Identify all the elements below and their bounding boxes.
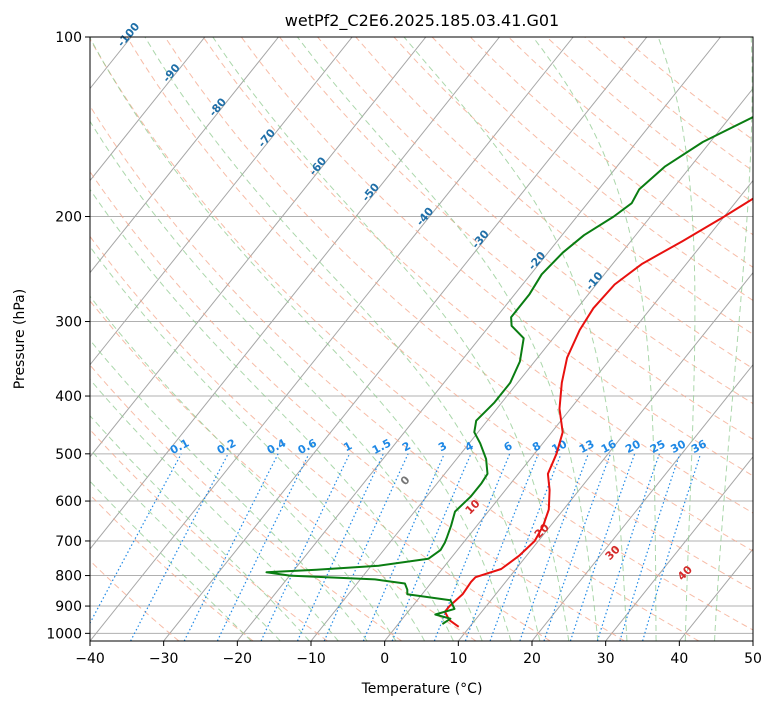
dry-adiabat-line bbox=[90, 170, 625, 641]
x-axis-ticks: −40 −30 −20 −10 0 10 20 30 40 50 bbox=[75, 641, 762, 667]
moist-adiabat-line bbox=[90, 339, 368, 641]
dry-adiabat-line bbox=[90, 300, 477, 641]
moist-adiabat-line bbox=[144, 37, 541, 641]
y-tick-label: 200 bbox=[55, 210, 82, 226]
x-tick-label: 40 bbox=[670, 651, 688, 667]
moist-adiabat-line bbox=[90, 378, 339, 641]
isotherm-line bbox=[90, 37, 427, 458]
mixing-ratio-line bbox=[216, 453, 310, 641]
dry-adiabat-line bbox=[90, 235, 551, 641]
x-tick-label: 50 bbox=[744, 651, 762, 667]
plot-frame bbox=[89, 36, 754, 642]
moist-adiabat-line bbox=[90, 295, 397, 641]
moist-adiabat-line bbox=[90, 480, 252, 641]
y-axis-ticks: 100 200 300 400 500 600 700 800 900 1000 bbox=[46, 30, 90, 642]
moist-adiabat-line bbox=[90, 120, 483, 641]
pressure-grid bbox=[90, 37, 753, 634]
moist-adiabat-line bbox=[212, 37, 570, 641]
y-tick-label: 500 bbox=[55, 447, 82, 463]
mixing-ratio-line bbox=[596, 453, 660, 641]
mixing-ratio-line bbox=[642, 453, 702, 641]
y-axis-label: Pressure (hPa) bbox=[12, 289, 28, 389]
x-tick-label: −30 bbox=[149, 651, 179, 667]
dry-adiabat-line bbox=[240, 37, 753, 477]
moist-adiabat-line bbox=[90, 37, 512, 641]
isotherm-line bbox=[605, 456, 753, 641]
profile-series bbox=[265, 115, 753, 628]
y-tick-label: 400 bbox=[55, 389, 82, 405]
dry-adiabat-line bbox=[279, 37, 753, 440]
x-tick-label: 30 bbox=[597, 651, 615, 667]
isotherm-line bbox=[163, 37, 648, 641]
moist-adiabat-line bbox=[714, 37, 753, 641]
y-tick-label: 100 bbox=[55, 30, 82, 46]
dry-adiabat-line bbox=[90, 559, 180, 641]
moist-adiabats bbox=[90, 37, 753, 641]
mixing-ratio-label: 30 bbox=[668, 437, 688, 456]
y-tick-label: 300 bbox=[55, 315, 82, 331]
isotherm-line bbox=[90, 37, 279, 274]
isotherm-line bbox=[752, 640, 753, 641]
x-axis-label: Temperature (°C) bbox=[361, 681, 483, 697]
x-tick-label: 0 bbox=[380, 651, 389, 667]
mixing-ratio-line bbox=[619, 453, 681, 641]
moist-adiabat-line bbox=[297, 37, 599, 641]
dry-adiabat-line bbox=[90, 105, 700, 641]
mixing-ratio-line bbox=[391, 453, 472, 641]
isotherm-line bbox=[236, 37, 721, 641]
isotherm-line bbox=[531, 363, 753, 641]
mixing-ratio-line bbox=[519, 453, 589, 641]
y-tick-label: 800 bbox=[55, 569, 82, 585]
mixing-ratio-line bbox=[296, 453, 384, 641]
dry-adiabat-line bbox=[90, 364, 402, 641]
temperature-profile-line bbox=[443, 197, 753, 628]
y-tick-label: 600 bbox=[55, 494, 82, 510]
dry-adiabats bbox=[90, 37, 753, 641]
mixing-ratio-line bbox=[569, 453, 636, 641]
isotherm-line bbox=[90, 37, 206, 182]
mixing-ratio-line bbox=[464, 453, 539, 641]
isotherm-line bbox=[90, 37, 353, 366]
x-tick-label: −20 bbox=[223, 651, 253, 667]
mixing-ratio-lines bbox=[90, 453, 702, 641]
mixing-ratio-line bbox=[489, 453, 562, 641]
x-tick-label: −10 bbox=[296, 651, 326, 667]
isotherm-line bbox=[90, 37, 574, 641]
isotherm-line bbox=[384, 179, 753, 641]
mixing-ratio-line bbox=[260, 453, 351, 641]
moist-adiabat-line bbox=[90, 448, 281, 641]
dewpoint-profile-line bbox=[265, 115, 753, 625]
y-tick-label: 900 bbox=[55, 599, 82, 615]
isotherm-line bbox=[0, 37, 58, 641]
moist-adiabat-line bbox=[403, 37, 628, 641]
dry-adiabat-line bbox=[202, 37, 753, 514]
mixing-ratio-label: 13 bbox=[577, 437, 597, 456]
plot-background bbox=[90, 37, 753, 641]
x-tick-label: 10 bbox=[449, 651, 467, 667]
mixing-ratio-label: 20 bbox=[623, 437, 643, 456]
mixing-ratio-line bbox=[323, 453, 409, 641]
dry-adiabat-line bbox=[317, 37, 753, 405]
isotherm-line bbox=[90, 37, 500, 550]
dry-adiabat-line bbox=[90, 428, 328, 641]
isotherm-line bbox=[457, 271, 753, 641]
mixing-ratio-line bbox=[543, 453, 611, 641]
mixing-ratio-label: 25 bbox=[648, 437, 668, 456]
x-tick-label: 20 bbox=[523, 651, 541, 667]
moist-adiabat-line bbox=[657, 37, 696, 641]
x-tick-label: −40 bbox=[75, 651, 105, 667]
y-tick-label: 1000 bbox=[46, 626, 82, 642]
moist-adiabat-line bbox=[532, 37, 657, 641]
mixing-ratio-line bbox=[90, 453, 182, 625]
y-tick-label: 700 bbox=[55, 534, 82, 550]
mixing-ratio-label: 16 bbox=[599, 437, 619, 456]
mixing-ratio-label: 36 bbox=[689, 437, 709, 456]
skewed-isotherms bbox=[0, 37, 753, 641]
mixing-ratio-line bbox=[362, 453, 445, 641]
chart-title: wetPf2_C2E6.2025.185.03.41.G01 bbox=[285, 11, 559, 31]
